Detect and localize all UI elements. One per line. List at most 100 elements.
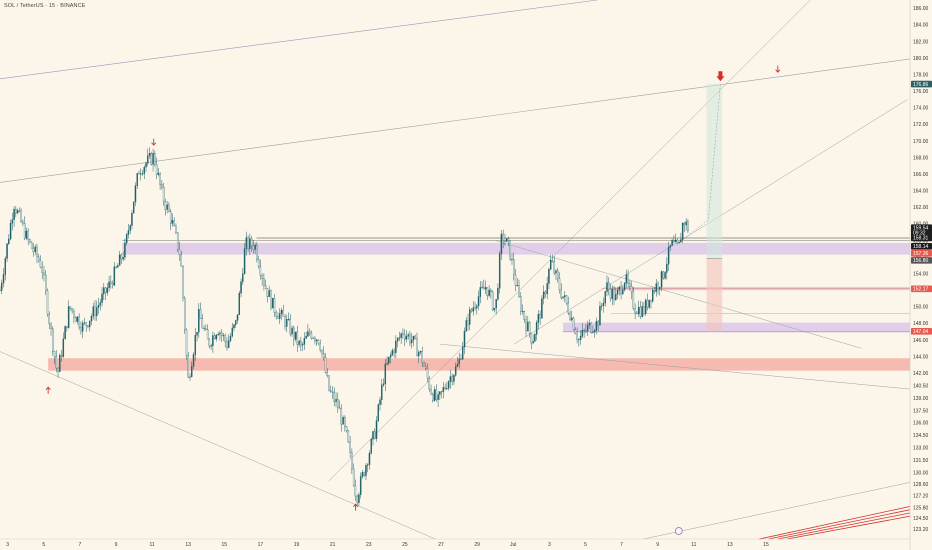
candle-body [166, 204, 168, 210]
red-line-1[interactable] [759, 504, 917, 540]
candle-body [18, 210, 21, 212]
candle-body [168, 204, 170, 212]
support-zone[interactable] [48, 358, 919, 371]
x-tick-label: 3 [548, 542, 551, 548]
candle-body [467, 320, 469, 325]
candle-body [667, 247, 670, 265]
candle-body [192, 354, 195, 367]
symbol-title: SOL / TetherUS · 15 · BINANCE [4, 3, 86, 9]
candle-body [359, 476, 362, 495]
candle-body [381, 384, 383, 400]
lower-channel-line[interactable] [643, 480, 917, 540]
projection-target-zone[interactable] [706, 83, 723, 259]
event-marker-icon[interactable] [674, 527, 683, 535]
candle-body [159, 173, 161, 185]
y-tick-label: 125.80 [913, 505, 929, 511]
candle-body [48, 314, 50, 325]
candle-body [60, 355, 63, 357]
projection-path [686, 83, 721, 237]
arrow-up-icon [45, 386, 51, 394]
candle-body [9, 222, 12, 240]
candle-body [286, 319, 288, 327]
candle-body [73, 310, 75, 318]
candle-body [648, 299, 650, 308]
candle-body [476, 305, 478, 309]
price-axis[interactable]: 186.00 184.00 182.00 180.00 178.00 176.00 174.… [909, 0, 932, 550]
candle-body [567, 302, 570, 314]
projection-layer [686, 83, 723, 332]
candle-body [289, 318, 292, 335]
candle-body [551, 259, 554, 262]
arrow-down-icon [775, 65, 781, 73]
candle-body [330, 390, 332, 392]
candle-body [8, 238, 10, 244]
demand-zone-mid[interactable] [563, 322, 919, 333]
candle-body [94, 306, 96, 316]
candle-body [576, 333, 578, 340]
candle-body [331, 391, 334, 393]
x-tick-label: 3 [6, 542, 9, 548]
candle-body [124, 242, 126, 258]
y-tick-label: 158.00 [913, 238, 929, 244]
candle-body [553, 261, 555, 274]
candle-body [558, 278, 561, 291]
candle-body [428, 377, 431, 390]
projection-stop-zone[interactable] [706, 258, 723, 332]
price-tag [911, 234, 932, 242]
candle-body [78, 316, 80, 328]
price-tag [911, 328, 932, 335]
candle-body [268, 290, 270, 298]
candle-body [319, 343, 321, 351]
candle-body [57, 367, 59, 372]
flat-descending-line[interactable] [439, 343, 917, 390]
candle-body [199, 309, 202, 319]
descending-line[interactable] [495, 240, 862, 349]
price-tag-label: 09:32 [913, 230, 926, 236]
candle-body [154, 152, 156, 165]
resistance-zone[interactable] [122, 242, 919, 255]
price-tag-label: 158.31 [913, 236, 929, 242]
candle-body [257, 259, 260, 267]
candle-body [22, 221, 24, 224]
price-tag-label: 152.17 [913, 287, 929, 293]
candle-body [662, 271, 665, 279]
candle-body [674, 239, 677, 243]
red-line-2[interactable] [768, 507, 917, 540]
candle-body [261, 274, 263, 279]
candle-body [539, 313, 541, 319]
candle-body [263, 278, 265, 286]
lower-trendline[interactable] [0, 351, 436, 540]
red-line-4[interactable] [787, 514, 917, 540]
candle-body [525, 319, 527, 332]
candle-body [231, 327, 233, 337]
candle-body [660, 271, 663, 288]
y-tick-label: 162.00 [913, 205, 929, 211]
time-axis[interactable]: 3 5 7 9 11 13 15 17 19 21 23 25 27 29 Jul 3 5 7 9 11 13 15 [0, 538, 910, 548]
price-tag-label: 157.36 [913, 251, 929, 257]
candle-body [115, 266, 117, 268]
candle-body [509, 240, 511, 260]
candle-body [481, 286, 483, 288]
channel-upper-line[interactable] [0, 0, 598, 80]
candle-body [393, 350, 395, 353]
y-tick-label: 123.20 [913, 527, 929, 533]
candle-body [127, 230, 130, 235]
candle-body [542, 291, 545, 299]
red-line-3[interactable] [777, 511, 917, 540]
candle-body [162, 186, 165, 202]
candle-body [59, 355, 61, 372]
candle-body [249, 238, 251, 249]
candle-body [666, 264, 668, 273]
candle-body [279, 313, 281, 319]
candle-body [284, 316, 286, 327]
candle-body [27, 230, 29, 240]
candle-body [680, 239, 682, 243]
candle-body [208, 338, 211, 347]
candle-body [113, 266, 116, 286]
x-tick-label: 17 [258, 542, 264, 548]
candle-body [644, 299, 647, 314]
